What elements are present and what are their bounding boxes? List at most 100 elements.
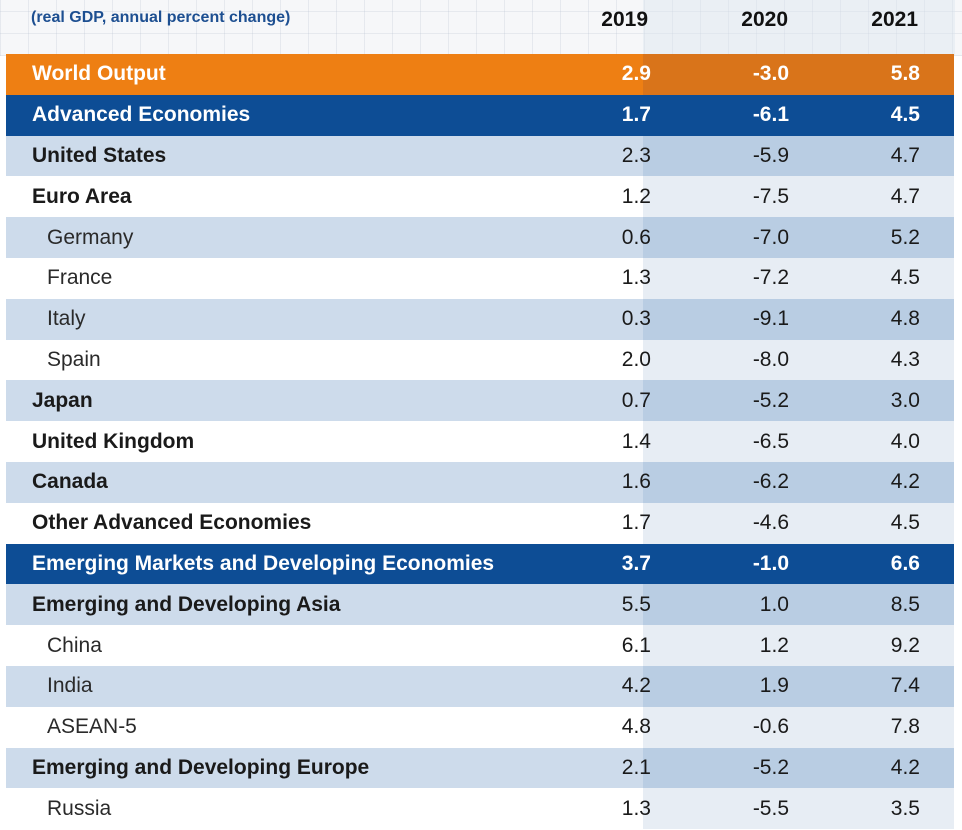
value-2020-text: -5.5 (752, 796, 789, 820)
row-label: United States (32, 143, 167, 167)
value-2021: 4.5 (800, 258, 920, 299)
value-2021-text: 6.6 (890, 551, 920, 575)
row-label: World Output (32, 62, 166, 86)
value-2019: 6.1 (558, 625, 651, 666)
table-row: ASEAN-5 4.8 -0.6 7.8 (6, 706, 955, 748)
value-2021-text: 4.8 (890, 307, 920, 331)
value-2020-text: 1.2 (759, 633, 789, 657)
value-2021-text: 7.4 (890, 674, 920, 698)
col-2020-shade (643, 176, 954, 218)
value-2020-text: -1.0 (752, 551, 789, 575)
value-2021: 5.8 (800, 54, 920, 95)
value-2020-text: -6.2 (752, 470, 789, 494)
row-label: Germany (47, 225, 134, 249)
value-2019: 1.7 (558, 503, 651, 544)
value-2021-text: 4.7 (890, 184, 920, 208)
value-2019-text: 1.3 (621, 266, 651, 290)
value-2020: -7.5 (643, 176, 955, 217)
value-2021: 4.2 (800, 462, 920, 503)
table-row: United Kingdom 1.4 -6.5 4.0 (6, 421, 954, 462)
value-2020-text: -7.0 (752, 225, 789, 249)
value-2019: 1.2 (558, 176, 651, 217)
value-2019-text: 1.6 (621, 470, 651, 494)
table-row: United States 2.3 -5.9 4.7 (6, 135, 955, 177)
value-2019: 2.3 (558, 136, 651, 177)
row-label: Canada (32, 470, 108, 494)
row-label: India (47, 674, 93, 698)
table-row: India 4.2 1.9 7.4 (6, 665, 954, 707)
value-2020-text: -6.1 (752, 103, 789, 127)
value-2021-text: 4.3 (890, 347, 920, 371)
row-label: Advanced Economies (32, 103, 251, 127)
value-2021: 4.5 (800, 503, 920, 544)
value-2021: 3.0 (800, 380, 920, 421)
value-2019-text: 0.7 (621, 388, 651, 412)
value-2021-text: 9.2 (890, 633, 920, 657)
value-2019: 2.9 (558, 54, 651, 95)
table-row: Canada 1.6 -6.2 4.2 (6, 461, 955, 503)
col-2020-shade (643, 584, 954, 626)
col-2020-shade (643, 788, 954, 830)
value-2021-text: 4.2 (890, 470, 920, 494)
value-2019-text: 1.7 (621, 103, 651, 127)
value-2020-text: -5.2 (752, 388, 789, 412)
value-2020: 1.2 (643, 625, 955, 666)
value-2020: 1.0 (643, 584, 955, 625)
row-label: Japan (32, 388, 93, 412)
value-2019: 1.4 (558, 421, 651, 462)
value-2019: 0.6 (558, 217, 651, 258)
col-2020-shade (643, 706, 954, 748)
value-2019: 2.1 (558, 748, 651, 789)
table-row: Advanced Economies 1.7 -6.1 4.5 (6, 94, 955, 136)
value-2020: -0.6 (643, 707, 955, 748)
value-2020-text: -0.6 (752, 715, 789, 739)
value-2020: -6.5 (643, 421, 955, 462)
col-2020-shade (643, 54, 954, 95)
value-2020: -5.9 (643, 136, 955, 177)
value-2020: -6.2 (643, 462, 955, 503)
col-2020-shade (643, 543, 954, 585)
value-2020: -5.2 (643, 380, 955, 421)
value-2021-text: 5.2 (890, 225, 920, 249)
table-row: Italy 0.3 -9.1 4.8 (6, 298, 954, 340)
value-2021: 9.2 (800, 625, 920, 666)
col-2020-shade (643, 298, 954, 340)
value-2020-text: -8.0 (752, 347, 789, 371)
header-background (0, 0, 962, 56)
table-row: Emerging and Developing Asia 5.5 1.0 8.5 (6, 584, 955, 626)
value-2020-text: -6.5 (752, 429, 789, 453)
value-2021-text: 3.5 (890, 796, 920, 820)
value-2020-text: -5.9 (752, 143, 789, 167)
value-2019-text: 5.5 (621, 592, 651, 616)
value-2020-text: -5.2 (752, 755, 789, 779)
value-2020-text: 1.9 (759, 674, 789, 698)
value-2021-text: 4.7 (890, 143, 920, 167)
value-2021: 6.6 (800, 544, 920, 585)
col-2020-shade (643, 94, 954, 136)
row-label: Euro Area (32, 184, 132, 208)
table-row: Euro Area 1.2 -7.5 4.7 (6, 176, 955, 218)
value-2019-text: 4.8 (621, 715, 651, 739)
table-row: Spain 2.0 -8.0 4.3 (6, 339, 954, 381)
value-2021: 4.7 (800, 176, 920, 217)
value-2021-text: 3.0 (890, 388, 920, 412)
value-2021: 5.2 (800, 217, 920, 258)
value-2020: -1.0 (643, 544, 955, 585)
col-2020-shade (643, 135, 954, 177)
value-2021: 8.5 (800, 584, 920, 625)
value-2019-text: 2.9 (621, 62, 651, 86)
table-row: World Output 2.9 -3.0 5.8 (6, 54, 954, 95)
value-2021-text: 4.5 (890, 511, 920, 535)
row-label: Emerging Markets and Developing Economie… (32, 551, 495, 575)
row-label: Emerging and Developing Europe (32, 755, 370, 779)
table-row: China 6.1 1.2 9.2 (6, 625, 954, 666)
value-2021: 4.7 (800, 136, 920, 177)
column-header-2020: 2020 (741, 8, 788, 31)
value-2020: -6.1 (643, 95, 955, 136)
table-subtitle: (real GDP, annual percent change) (31, 9, 291, 26)
table-row: France 1.3 -7.2 4.5 (6, 257, 954, 299)
table-row: Emerging and Developing Europe 2.1 -5.2 4.2 (6, 747, 954, 789)
col-2020-shade (643, 747, 954, 789)
table-row: Emerging Markets and Developing Economie… (6, 543, 955, 585)
value-2019-text: 1.3 (621, 796, 651, 820)
